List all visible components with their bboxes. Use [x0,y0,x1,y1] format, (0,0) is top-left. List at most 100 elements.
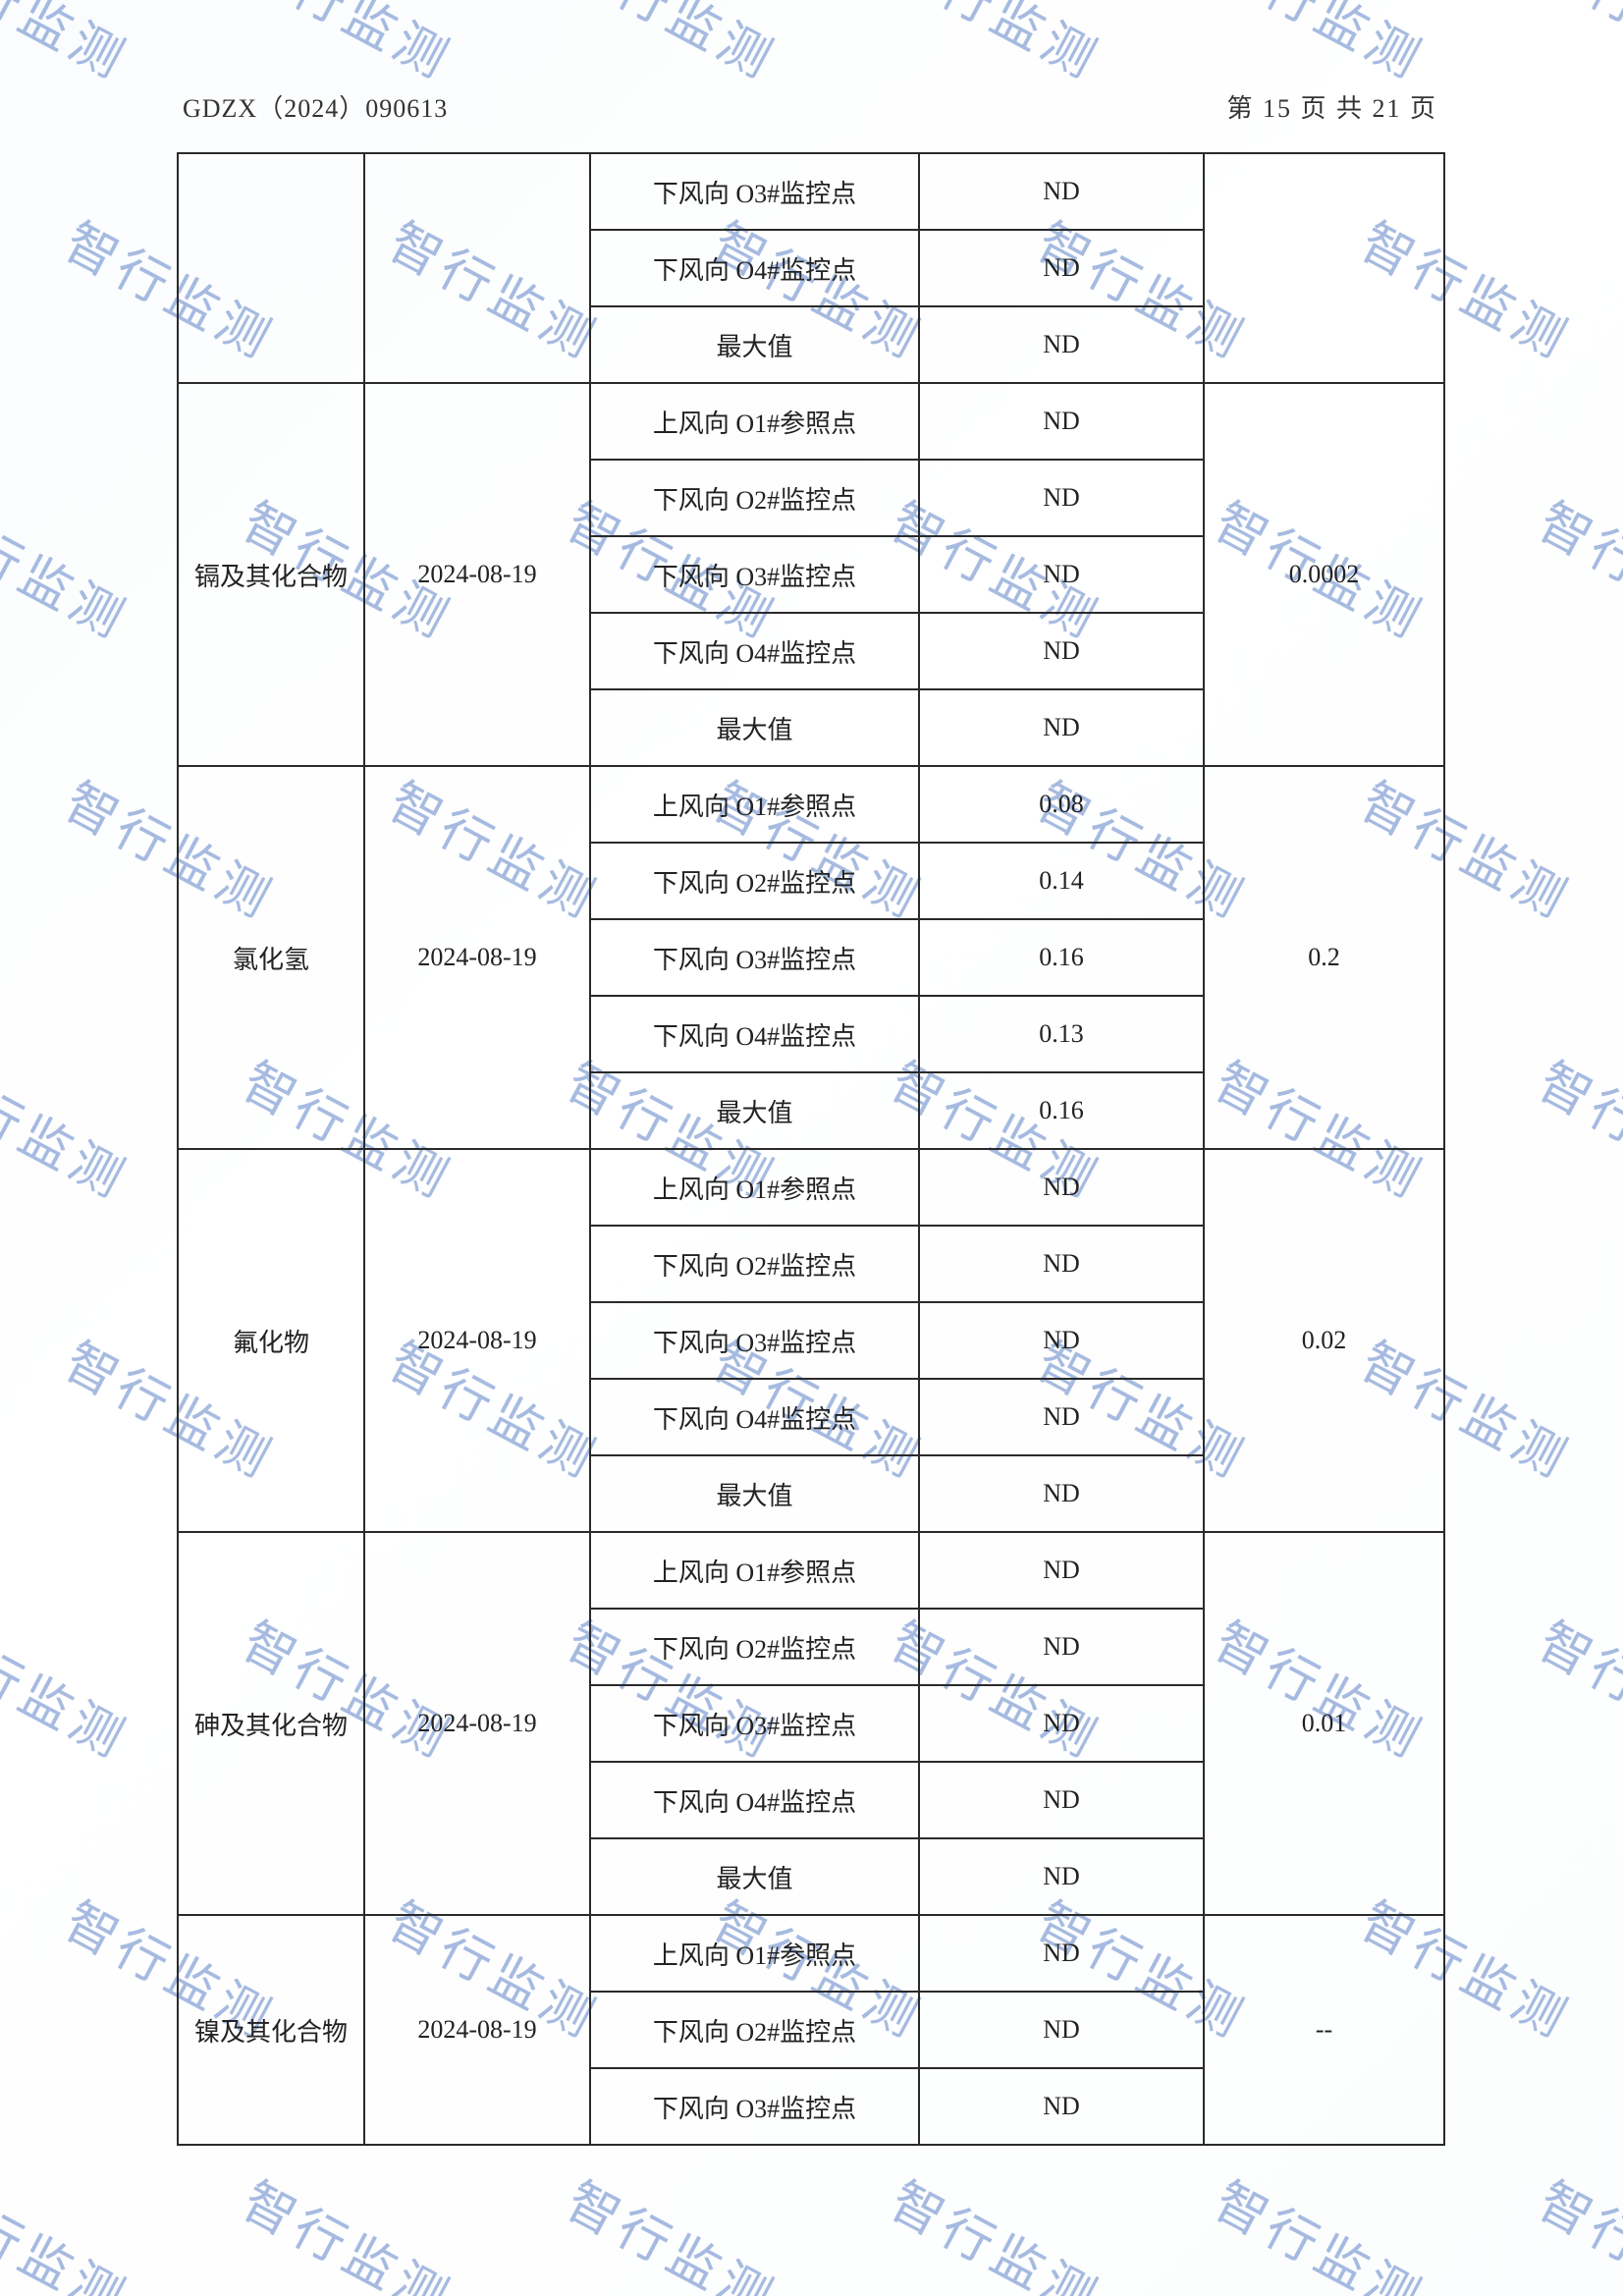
watermark-text: 智行监测 [1528,2160,1623,2296]
point-cell: 下风向 O3#监控点 [590,1685,919,1762]
pager-mid: 页 共 [1300,94,1364,123]
value-cell: ND [919,230,1204,306]
table-row: 镍及其化合物2024-08-19上风向 O1#参照点ND-- [178,1915,1444,1992]
substance-cell: 氟化物 [178,1149,364,1532]
table-row: 氟化物2024-08-19上风向 O1#参照点ND0.02 [178,1149,1444,1226]
watermark-text: 智行监测 [1204,2160,1439,2296]
date-cell [364,153,590,383]
watermark-text: 智行监测 [1528,1601,1623,1773]
standard-cell: -- [1204,1915,1444,2145]
date-cell: 2024-08-19 [364,1915,590,2145]
pager-prefix: 第 [1226,94,1254,123]
point-cell: 上风向 O1#参照点 [590,1532,919,1609]
value-cell: 0.13 [919,996,1204,1072]
watermark-text: 智行监测 [1528,481,1623,653]
table-row: 氯化氢2024-08-19上风向 O1#参照点0.080.2 [178,766,1444,843]
date-cell: 2024-08-19 [364,383,590,766]
substance-cell: 砷及其化合物 [178,1532,364,1915]
point-cell: 下风向 O4#监控点 [590,996,919,1072]
watermark-text: 智行监测 [1528,0,1623,93]
substance-cell: 氯化氢 [178,766,364,1149]
value-cell: ND [919,383,1204,460]
watermark-text: 智行监测 [1204,0,1439,93]
standard-cell: 0.02 [1204,1149,1444,1532]
point-cell: 下风向 O2#监控点 [590,1609,919,1685]
point-cell: 最大值 [590,689,919,766]
standard-cell [1204,153,1444,383]
watermark-text: 智行监测 [556,2160,791,2296]
point-cell: 下风向 O4#监控点 [590,230,919,306]
watermark-text: 智行监测 [556,0,791,93]
watermark-text: 智行监测 [232,0,467,93]
watermark-text: 智行监测 [0,1041,143,1213]
standard-cell: 0.0002 [1204,383,1444,766]
point-cell: 下风向 O3#监控点 [590,919,919,996]
point-cell: 下风向 O3#监控点 [590,1302,919,1379]
monitoring-table: 下风向 O3#监控点ND下风向 O4#监控点ND最大值ND镉及其化合物2024-… [177,152,1445,2146]
point-cell: 下风向 O3#监控点 [590,2068,919,2145]
pager-suffix: 页 [1410,94,1437,123]
value-cell: ND [919,1532,1204,1609]
date-cell: 2024-08-19 [364,1532,590,1915]
substance-cell [178,153,364,383]
document-number: GDZX（2024）090613 [183,88,448,125]
value-cell: ND [919,460,1204,536]
point-cell: 下风向 O2#监控点 [590,843,919,919]
point-cell: 上风向 O1#参照点 [590,1149,919,1226]
point-cell: 上风向 O1#参照点 [590,383,919,460]
value-cell: ND [919,1915,1204,1992]
watermark-text: 智行监测 [232,2160,467,2296]
point-cell: 下风向 O4#监控点 [590,613,919,689]
point-cell: 最大值 [590,1455,919,1532]
pager-total: 21 [1372,94,1401,123]
watermark-text: 智行监测 [0,2160,143,2296]
value-cell: ND [919,1302,1204,1379]
substance-cell: 镉及其化合物 [178,383,364,766]
point-cell: 最大值 [590,1072,919,1149]
value-cell: ND [919,153,1204,230]
value-cell: ND [919,1762,1204,1838]
value-cell: ND [919,1838,1204,1915]
watermark-text: 智行监测 [1528,1041,1623,1213]
value-cell: ND [919,1379,1204,1455]
point-cell: 下风向 O2#监控点 [590,1992,919,2068]
value-cell: ND [919,1992,1204,2068]
point-cell: 下风向 O4#监控点 [590,1762,919,1838]
point-cell: 下风向 O2#监控点 [590,1226,919,1302]
point-cell: 上风向 O1#参照点 [590,766,919,843]
page-indicator: 第 15 页 共 21 页 [1226,88,1437,125]
watermark-text: 智行监测 [880,2160,1115,2296]
point-cell: 下风向 O4#监控点 [590,1379,919,1455]
value-cell: ND [919,1609,1204,1685]
value-cell: ND [919,689,1204,766]
point-cell: 最大值 [590,306,919,383]
point-cell: 上风向 O1#参照点 [590,1915,919,1992]
table-row: 镉及其化合物2024-08-19上风向 O1#参照点ND0.0002 [178,383,1444,460]
value-cell: 0.16 [919,1072,1204,1149]
date-cell: 2024-08-19 [364,766,590,1149]
value-cell: ND [919,1226,1204,1302]
date-cell: 2024-08-19 [364,1149,590,1532]
value-cell: 0.08 [919,766,1204,843]
watermark-text: 智行监测 [880,0,1115,93]
page-content: GDZX（2024）090613 第 15 页 共 21 页 下风向 O3#监控… [177,88,1443,2146]
point-cell: 最大值 [590,1838,919,1915]
value-cell: ND [919,1455,1204,1532]
watermark-text: 智行监测 [0,481,143,653]
value-cell: ND [919,1685,1204,1762]
point-cell: 下风向 O3#监控点 [590,536,919,613]
standard-cell: 0.2 [1204,766,1444,1149]
watermark-text: 智行监测 [0,1601,143,1773]
value-cell: ND [919,536,1204,613]
value-cell: 0.16 [919,919,1204,996]
value-cell: ND [919,1149,1204,1226]
substance-cell: 镍及其化合物 [178,1915,364,2145]
value-cell: ND [919,306,1204,383]
page-header: GDZX（2024）090613 第 15 页 共 21 页 [177,88,1443,125]
point-cell: 下风向 O2#监控点 [590,460,919,536]
table-row: 下风向 O3#监控点ND [178,153,1444,230]
point-cell: 下风向 O3#监控点 [590,153,919,230]
table-row: 砷及其化合物2024-08-19上风向 O1#参照点ND0.01 [178,1532,1444,1609]
pager-current: 15 [1263,94,1292,123]
value-cell: ND [919,2068,1204,2145]
